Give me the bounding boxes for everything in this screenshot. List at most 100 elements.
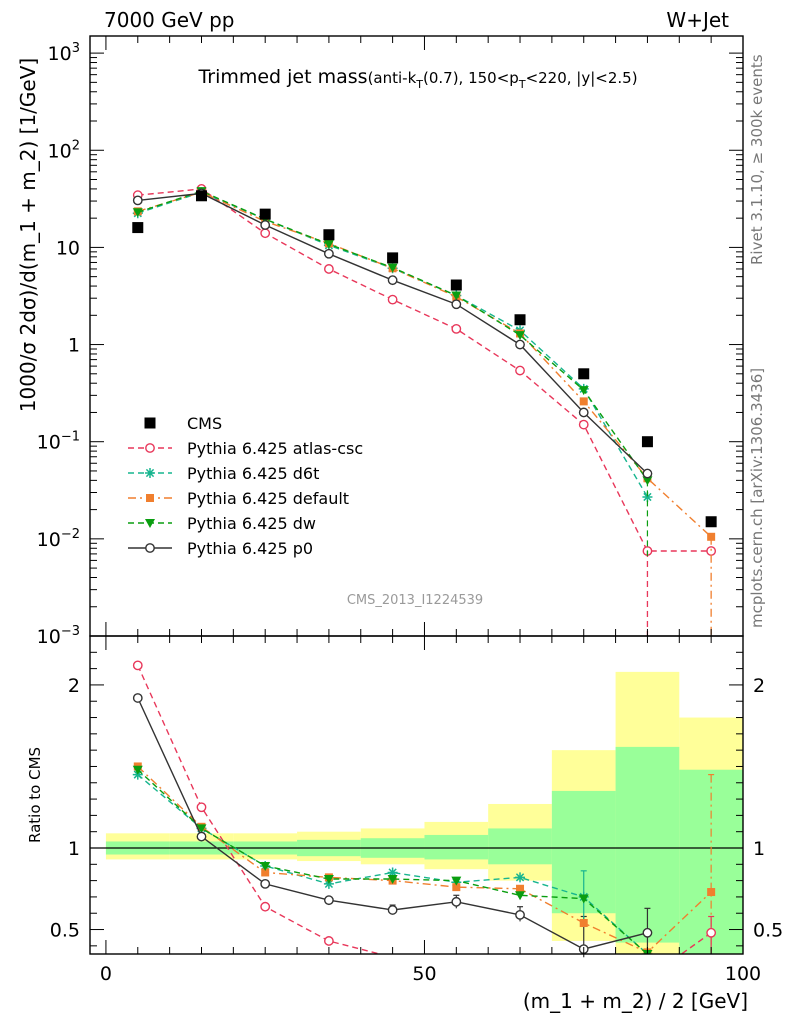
ratio-point-dw-25 xyxy=(260,861,271,871)
tick-base: 10 xyxy=(48,140,72,162)
x-tick-label: 0 xyxy=(100,963,112,985)
main-point-cms-85 xyxy=(641,436,653,448)
main-point-atlas_csc-95 xyxy=(706,546,717,556)
tick-exponent: 3 xyxy=(72,41,80,56)
ratio-y-tick-label-left: 1 xyxy=(68,838,80,860)
main-point-atlas_csc-35 xyxy=(324,264,334,274)
main-title: Trimmed jet mass(anti-kT(0.7), 150<pT<22… xyxy=(197,66,637,91)
main-point-p0-5 xyxy=(132,195,143,206)
ratio-plot-panel: 0 50 100 0.5 0.5 1 1 2 2 Ratio to CMS (m_1 + m_2… xyxy=(26,635,783,1013)
main-point-cms-25 xyxy=(259,208,271,220)
main-point-cms-45 xyxy=(387,252,399,264)
ratio-y-tick-label-left: 2 xyxy=(68,675,80,697)
legend-marker-d6t xyxy=(145,468,155,478)
ratio-line-d6t xyxy=(137,774,648,954)
legend-label-atlas_csc: Pythia 6.425 atlas-csc xyxy=(187,439,363,458)
main-point-cms-55 xyxy=(450,279,462,291)
title-text: Trimmed jet mass xyxy=(197,66,367,88)
main-point-atlas_csc-25 xyxy=(260,228,271,239)
legend-label-cms: CMS xyxy=(187,414,222,433)
legend-label-d6t: Pythia 6.425 d6t xyxy=(187,464,319,483)
main-point-dw-65 xyxy=(515,331,526,341)
ratio-y-axis-label: Ratio to CMS xyxy=(26,747,44,843)
main-point-cms-15 xyxy=(195,190,207,202)
main-point-cms-35 xyxy=(323,229,335,241)
main-point-dw-35 xyxy=(323,240,334,250)
x-tick-label: 100 xyxy=(725,963,761,985)
main-point-p0-55 xyxy=(451,299,462,310)
ratio-y-tick-label-right: 2 xyxy=(753,675,765,697)
main-point-default-75 xyxy=(579,397,588,406)
tick-exponent: −3 xyxy=(61,624,80,639)
ratio-band-inner-50 xyxy=(424,834,489,860)
ratio-band-inner-60 xyxy=(488,828,552,865)
mcplots-reference-label: mcplots.cern.ch [arXiv:1306.3436] xyxy=(748,368,766,628)
tick-base: 1 xyxy=(68,335,80,357)
main-point-d6t-85 xyxy=(642,491,653,502)
tick-exponent: −2 xyxy=(61,527,80,542)
legend: CMS Pythia 6.425 atlas-csc Pythia 6.425 d6… xyxy=(128,414,363,558)
ratio-point-default-95 xyxy=(707,888,716,897)
process-label: W+Jet xyxy=(666,8,729,32)
ratio-point-atlas_csc-5 xyxy=(132,660,143,671)
legend-marker-cms xyxy=(144,417,156,429)
rivet-version-label: Rivet 3.1.10, ≥ 300k events xyxy=(748,54,766,265)
main-point-dw-55 xyxy=(451,291,462,301)
main-y-axis-label: 1000/σ 2dσ)/d(m_1 + m_2) [1/GeV] xyxy=(16,58,40,412)
main-point-cms-95 xyxy=(705,516,717,528)
ratio-point-atlas_csc-25 xyxy=(260,901,271,912)
legend-label-p0: Pythia 6.425 p0 xyxy=(187,539,313,558)
ratio-point-dw-5 xyxy=(132,765,143,775)
ratio-point-dw-45 xyxy=(387,874,398,884)
legend-marker-default xyxy=(146,494,154,502)
ratio-y-tick-label-right: 1 xyxy=(753,838,765,860)
ratio-point-atlas_csc-15 xyxy=(196,802,207,813)
legend-marker-p0 xyxy=(145,543,155,553)
tick-base: 10 xyxy=(48,43,72,65)
main-point-p0-45 xyxy=(387,275,398,286)
main-plot-content xyxy=(132,184,717,636)
ratio-point-d6t-65 xyxy=(515,872,526,883)
ratio-point-dw-15 xyxy=(196,824,207,834)
ratio-point-atlas_csc-95 xyxy=(706,927,717,938)
tick-base: 10 xyxy=(37,626,61,648)
main-line-default xyxy=(137,191,712,538)
main-y-tick-label: 102 xyxy=(48,138,80,162)
main-y-tick-label: 103 xyxy=(48,41,80,65)
main-y-tick-label: 10−1 xyxy=(37,430,80,454)
x-axis-label: (m_1 + m_2) / 2 [GeV] xyxy=(523,989,748,1013)
energy-label: 7000 GeV pp xyxy=(104,8,235,32)
main-point-p0-25 xyxy=(260,220,271,230)
main-point-dw-5 xyxy=(132,208,143,218)
tick-base: 10 xyxy=(37,432,61,454)
main-point-dw-75 xyxy=(578,386,589,396)
main-point-p0-85 xyxy=(642,468,653,479)
ratio-line-default xyxy=(137,765,712,954)
ratio-point-p0-45 xyxy=(387,905,398,915)
main-y-tick-label: 1 xyxy=(68,335,80,357)
ratio-plot-axes: 0 50 100 0.5 0.5 1 1 2 2 xyxy=(50,636,783,985)
ratio-point-p0-25 xyxy=(260,878,271,889)
title-mid-1: (0.7), 150<p xyxy=(423,69,519,87)
ratio-line-dw xyxy=(137,769,648,954)
ratio-point-p0-55 xyxy=(451,896,462,907)
ratio-point-default-75 xyxy=(579,919,588,928)
main-point-cms-75 xyxy=(578,368,590,380)
ratio-point-p0-65 xyxy=(515,909,525,920)
main-point-cms-65 xyxy=(514,314,526,326)
title-prefix: (anti-k xyxy=(368,69,417,87)
ratio-point-dw-65 xyxy=(515,891,526,901)
analysis-watermark: CMS_2013_I1224539 xyxy=(347,593,483,608)
tick-exponent: −1 xyxy=(61,430,80,445)
ratio-point-p0-5 xyxy=(132,693,143,703)
main-point-dw-45 xyxy=(387,263,398,273)
main-point-atlas_csc-65 xyxy=(515,365,525,376)
main-point-atlas_csc-75 xyxy=(578,419,589,430)
ratio-plot-frame xyxy=(89,635,744,955)
title-sub-1: T xyxy=(415,78,423,91)
ratio-point-p0-35 xyxy=(324,895,334,906)
title-sub-2: T xyxy=(518,78,526,91)
